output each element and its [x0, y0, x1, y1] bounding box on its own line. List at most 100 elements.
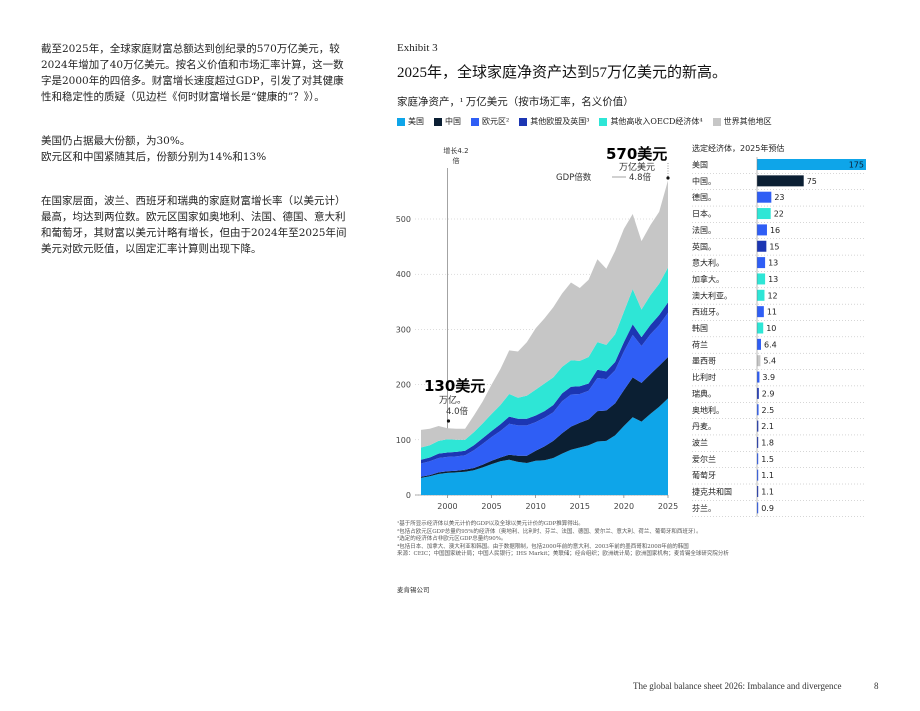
bar-value-label: 10: [766, 324, 776, 333]
bar-label: 瑞典。: [692, 388, 716, 398]
start-multiple-label: 4.0倍: [446, 406, 469, 417]
legend-label: 欧元区²: [482, 117, 510, 126]
legend-item-eurozone: 欧元区²: [471, 116, 509, 127]
bar: [757, 159, 866, 170]
end-marker: [666, 176, 670, 180]
bar-value-label: 23: [774, 193, 784, 202]
chart-annotations: 增长4.2 倍 570美元 万亿美元 GDP倍数 4.8倍 130美元 万亿。 …: [424, 145, 667, 417]
bar-label: 德国。: [692, 192, 716, 202]
bar-label: 英国。: [692, 241, 716, 251]
x-tick-label: 2020: [614, 502, 634, 511]
bar-label: 奥地利。: [692, 405, 724, 415]
bar-value-label: 3.9: [762, 373, 775, 382]
bar: [757, 175, 804, 187]
bar: [757, 436, 759, 448]
legend-item-rest-of-world: 世界其他地区: [712, 116, 772, 127]
bar-label: 墨西哥: [692, 357, 716, 366]
bar-label: 澳大利亚。: [692, 290, 732, 300]
y-tick-label: 0: [406, 491, 411, 500]
bar: [757, 322, 764, 334]
bar-value-label: 75: [807, 177, 817, 186]
bar: [757, 469, 759, 481]
bar-value-label: 11: [767, 308, 777, 317]
bar-value-label: 13: [768, 259, 778, 268]
bar: [757, 289, 765, 301]
exhibit-label: Exhibit 3: [397, 42, 438, 54]
bar-label: 韩国: [692, 323, 708, 333]
bar: [757, 224, 767, 236]
intro-paragraph: 截至2025年，全球家庭财富总额达到创纪录的570万亿美元，较2024年增加了4…: [41, 43, 344, 103]
end-value-label: 570美元: [606, 145, 667, 163]
bar: [757, 240, 767, 252]
area-series-2: [421, 312, 668, 477]
bar-value-label: 1.5: [761, 455, 774, 464]
legend-label: 其他欧盟及英国³: [530, 117, 590, 126]
area-series-5: [421, 180, 668, 448]
bar-value-label: 2.9: [762, 389, 775, 398]
legend-swatch: [519, 117, 528, 126]
gdp-multiple-line1: 增长4.2: [443, 146, 468, 155]
bar-label: 波兰: [692, 437, 708, 447]
exhibit-subtitle: 家庭净资产，¹ 万亿美元（按市场汇率，名义价值）: [397, 97, 634, 108]
bar-label: 加拿大。: [692, 274, 724, 284]
page-number: 8: [874, 681, 879, 691]
stacked-area-chart: 0 100 200 300 400 500 2000 2005 2010 2015 2020 2025: [396, 163, 678, 511]
x-tick-label: 2010: [525, 502, 545, 511]
end-unit-label: 万亿美元: [619, 161, 655, 173]
legend-label: 其他高收入OECD经济体⁴: [610, 117, 703, 126]
bar-value-label: 2.1: [761, 422, 774, 431]
x-tick-label: 2025: [658, 502, 678, 511]
legend-label: 世界其他地区: [723, 117, 772, 126]
start-unit-label: 万亿。: [439, 394, 466, 406]
bar-label: 爱尔兰: [692, 454, 716, 464]
y-tick-label: 300: [396, 325, 411, 334]
source-org: 麦肯锡公司: [397, 586, 430, 594]
bar: [757, 502, 759, 514]
legend-swatch: [397, 117, 405, 126]
bar-label: 中国。: [692, 176, 716, 186]
bar: [757, 338, 761, 350]
bar-label: 荷兰: [692, 339, 708, 349]
footer-title: The global balance sheet 2026: Imbalance…: [633, 681, 842, 691]
legend-item-us: 美国: [397, 116, 424, 127]
bar-value-label: 13: [768, 275, 778, 284]
x-tick-label: 2000: [437, 502, 457, 511]
legend-label: 中国: [445, 117, 461, 126]
bar-label: 西班牙。: [692, 307, 724, 317]
bar-label: 芬兰。: [692, 503, 716, 513]
chart-notes: ¹基于所显示经济体以美元计价的GDP以及全球以美元计价的GDP推算得出。 ²包括…: [397, 521, 729, 557]
bar-value-label: 16: [770, 226, 780, 235]
bar-value-label: 0.9: [761, 504, 774, 513]
bar-value-label: 175: [849, 161, 864, 170]
bar: [757, 404, 759, 416]
bar: [757, 420, 759, 432]
bar: [757, 355, 761, 367]
bar-label: 日本。: [692, 209, 716, 219]
gdp-label: GDP倍数: [556, 172, 592, 183]
bar: [757, 387, 759, 399]
legend-label: 美国: [408, 117, 424, 126]
legend-item-other-oecd: 其他高收入OECD经济体⁴: [599, 116, 703, 127]
legend-item-china: 中国: [434, 116, 461, 127]
bar-value-label: 5.4: [763, 357, 776, 366]
area-series-0: [421, 398, 668, 495]
bar-label: 法国。: [692, 225, 716, 235]
bar: [757, 486, 759, 497]
legend-swatch: [471, 117, 479, 126]
bar-value-label: 2.5: [762, 406, 775, 415]
bar-label: 捷克共和国: [692, 487, 732, 497]
bar-value-label: 22: [774, 210, 784, 219]
start-marker: [446, 419, 451, 423]
y-tick-label: 400: [396, 270, 411, 279]
bar-label: 丹麦。: [692, 421, 716, 431]
bar: [757, 453, 759, 465]
bar-value-label: 1.1: [761, 471, 774, 480]
y-tick-label: 200: [396, 381, 411, 390]
bar-chart-title: 选定经济体，2025年预估: [692, 143, 784, 153]
legend-swatch: [599, 117, 608, 126]
end-multiple-label: 4.8倍: [629, 172, 652, 183]
bar: [757, 273, 766, 285]
bar: [757, 257, 766, 269]
exhibit-title: 2025年，全球家庭净资产达到57万亿美元的新高。: [397, 65, 728, 81]
